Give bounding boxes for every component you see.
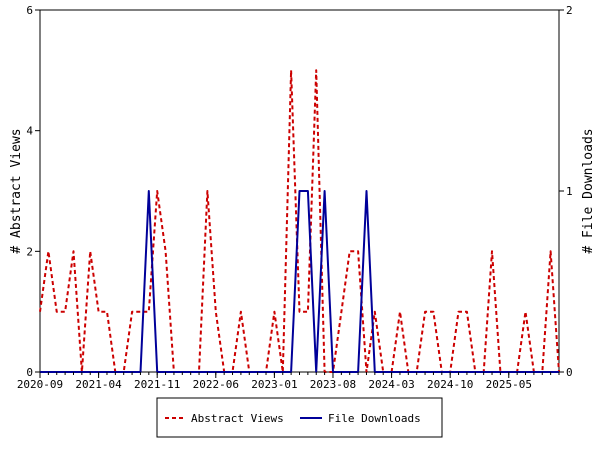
x-tick-label: 2021-11 — [134, 378, 180, 391]
x-tick-label: 2021-04 — [75, 378, 122, 391]
y-tick-label-right: 1 — [566, 185, 573, 198]
legend-box — [156, 397, 443, 438]
y-tick-label-left: 4 — [26, 125, 33, 138]
y-tick-label-right: 0 — [566, 366, 573, 379]
y-tick-label-left: 2 — [26, 245, 33, 258]
legend: Abstract Views File Downloads — [156, 397, 443, 438]
y-tick-label-left: 6 — [26, 4, 33, 17]
x-tick-label: 2023-01 — [251, 378, 297, 391]
series-line-abstract-views — [39, 69, 560, 373]
axes-layer: 0 2 4 6 0 1 2 2020-09 2021-04 2021-11 2022-06 2023-… — [17, 4, 573, 391]
y-axis-title-left: # Abstract Views — [9, 128, 24, 253]
x-tick-label: 2025-05 — [486, 378, 532, 391]
x-tick-label: 2023-08 — [310, 378, 356, 391]
x-tick-label: 2024-10 — [427, 378, 473, 391]
series-line-file-downloads — [40, 190, 559, 373]
x-tick-label: 2022-06 — [193, 378, 239, 391]
y-tick-label-right: 2 — [566, 4, 573, 17]
x-tick-label: 2020-09 — [17, 378, 63, 391]
y-tick-label-left: 0 — [26, 366, 33, 379]
y-axis-title-right: # File Downloads — [581, 128, 596, 253]
legend-label-file-downloads: File Downloads — [328, 412, 421, 425]
series-layer — [39, 69, 560, 373]
x-tick-label: 2024-03 — [368, 378, 414, 391]
legend-label-abstract-views: Abstract Views — [191, 412, 284, 425]
